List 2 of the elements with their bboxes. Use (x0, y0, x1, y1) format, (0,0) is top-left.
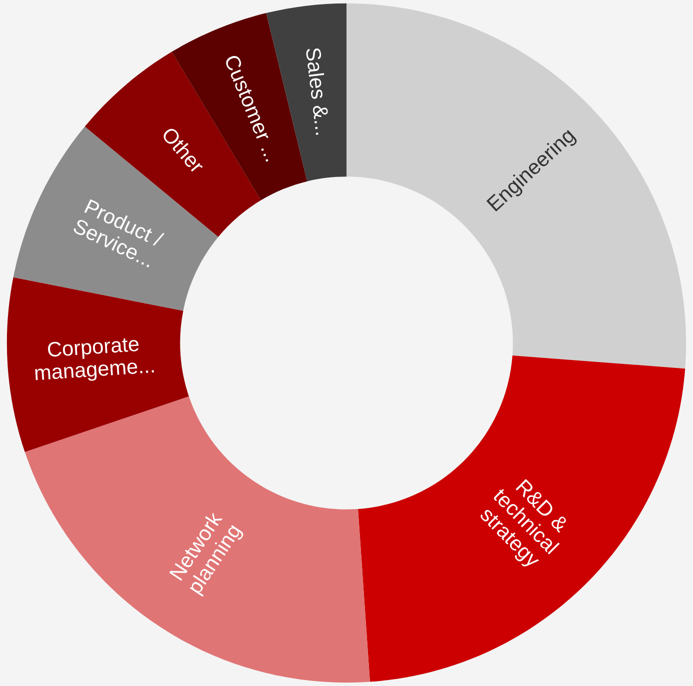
slice-label: Corporate manageme... (35, 336, 154, 384)
slice-label: Sales &... (306, 47, 332, 135)
